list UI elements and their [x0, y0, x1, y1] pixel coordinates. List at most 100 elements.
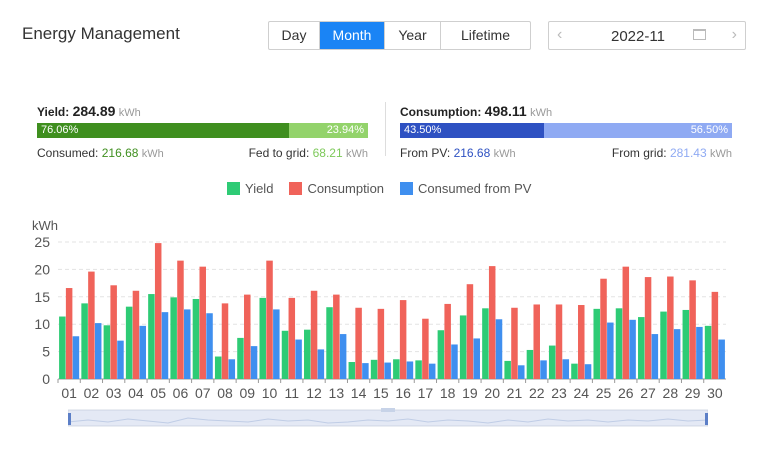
- fed-value: 68.21: [312, 146, 343, 160]
- legend-label: Consumption: [307, 181, 385, 196]
- x-tick-label: 26: [618, 385, 634, 401]
- legend-swatch: [400, 182, 414, 195]
- bar-consumed-from-pv: [584, 364, 592, 379]
- bar-yield: [504, 360, 511, 379]
- bar-consumed-from-pv: [540, 360, 547, 379]
- bar-yield: [482, 308, 489, 379]
- yield-consumed-pct: 76.06%: [41, 124, 79, 136]
- x-tick-label: 14: [351, 385, 367, 401]
- bar-consumption: [488, 266, 496, 379]
- bar-consumption: [466, 284, 474, 379]
- bar-consumed-from-pv: [495, 319, 503, 379]
- x-tick-label: 03: [106, 385, 122, 401]
- consumption-grid-bar: 56.50%: [544, 123, 732, 138]
- yield-summary-header: Yield: 284.89 kWh: [37, 103, 141, 119]
- bar-consumed-from-pv: [117, 340, 124, 379]
- bar-consumption: [555, 304, 563, 379]
- tab-lifetime[interactable]: Lifetime: [460, 27, 511, 43]
- bar-consumption: [600, 278, 607, 379]
- yield-label: Yield:: [37, 105, 70, 119]
- bar-consumed-from-pv: [72, 336, 80, 379]
- bar-yield: [682, 309, 690, 379]
- bar-yield: [237, 337, 244, 379]
- x-tick-label: 25: [596, 385, 612, 401]
- x-tick-label: 17: [418, 385, 434, 401]
- chevron-right-icon[interactable]: ›: [731, 26, 737, 43]
- bar-consumption: [444, 303, 451, 379]
- bar-consumed-from-pv: [362, 363, 369, 379]
- bar-yield: [593, 308, 600, 379]
- bar-consumption: [244, 294, 251, 379]
- bar-consumption: [578, 305, 585, 379]
- yield-fed-bar: 23.94%: [289, 123, 368, 138]
- bar-consumption: [422, 318, 429, 379]
- consumption-unit: kWh: [530, 107, 553, 119]
- bar-consumption: [667, 276, 674, 379]
- bar-consumed-from-pv: [384, 362, 391, 379]
- bar-consumed-from-pv: [139, 325, 146, 379]
- x-tick-label: 21: [507, 385, 523, 401]
- bar-consumed-from-pv: [696, 326, 703, 379]
- fed-stat: Fed to grid: 68.21 kWh: [249, 146, 368, 160]
- bar-consumption: [333, 294, 340, 379]
- bar-consumption: [221, 303, 229, 379]
- bar-consumed-from-pv: [228, 359, 236, 379]
- data-zoom-slider[interactable]: [68, 408, 708, 428]
- tab-day[interactable]: Day: [269, 22, 320, 49]
- bar-consumed-from-pv: [273, 309, 280, 379]
- bar-yield: [103, 325, 111, 379]
- slider-handle-right: [705, 413, 708, 425]
- bar-yield: [638, 317, 645, 379]
- consumed-label: Consumed:: [37, 146, 99, 160]
- bar-consumed-from-pv: [317, 349, 325, 379]
- fed-unit: kWh: [346, 148, 368, 160]
- bar-consumption: [644, 277, 652, 379]
- consumption-pv-bar: 43.50%: [400, 123, 544, 138]
- legend-item-consumption[interactable]: Consumption: [289, 181, 384, 196]
- chevron-left-icon[interactable]: ‹: [557, 26, 563, 43]
- bar-consumed-from-pv: [607, 322, 614, 379]
- calendar-icon[interactable]: [693, 29, 706, 40]
- bar-consumption: [266, 260, 273, 379]
- bar-yield: [437, 330, 445, 379]
- bar-consumed-from-pv: [718, 339, 725, 379]
- x-tick-label: 18: [440, 385, 456, 401]
- tab-year[interactable]: Year: [385, 22, 441, 49]
- x-tick-label: 15: [373, 385, 389, 401]
- bar-consumed-from-pv: [184, 309, 191, 379]
- bar-yield: [281, 330, 289, 379]
- x-tick-label: 02: [84, 385, 100, 401]
- chart-legend: Yield Consumption Consumed from PV: [227, 181, 531, 196]
- from-grid-label: From grid:: [611, 146, 667, 160]
- bar-consumed-from-pv: [629, 319, 636, 379]
- x-tick-label: 29: [685, 385, 701, 401]
- consumption-pv-pct: 43.50%: [404, 124, 442, 136]
- tab-month[interactable]: Month: [320, 22, 385, 49]
- legend-item-yield[interactable]: Yield: [227, 181, 273, 196]
- bar-consumption: [689, 280, 696, 379]
- x-tick-label: 12: [306, 385, 322, 401]
- from-pv-value: 216.68: [453, 146, 491, 160]
- bar-yield: [459, 315, 467, 379]
- from-grid-stat: From grid: 281.43 kWh: [612, 146, 732, 160]
- bar-yield: [59, 316, 66, 379]
- bar-consumption: [132, 290, 140, 379]
- bar-consumption: [310, 290, 318, 379]
- bar-consumed-from-pv: [451, 344, 458, 379]
- bar-yield: [393, 359, 400, 379]
- x-tick-label: 10: [262, 385, 278, 401]
- consumed-stat: Consumed: 216.68 kWh: [37, 146, 164, 160]
- x-tick-label: 24: [573, 385, 589, 401]
- bar-yield: [326, 307, 333, 379]
- y-tick-label: 0: [42, 371, 50, 387]
- from-pv-unit: kWh: [493, 148, 516, 160]
- legend-item-consumed-from-pv[interactable]: Consumed from PV: [400, 181, 531, 196]
- bar-consumed-from-pv: [339, 334, 347, 379]
- date-picker[interactable]: ‹ 2022-11 ›: [548, 21, 746, 50]
- x-tick-label: 30: [707, 385, 723, 401]
- bar-yield: [370, 359, 378, 379]
- legend-label: Yield: [245, 181, 274, 196]
- bar-yield: [214, 356, 222, 379]
- bar-consumption: [177, 260, 184, 379]
